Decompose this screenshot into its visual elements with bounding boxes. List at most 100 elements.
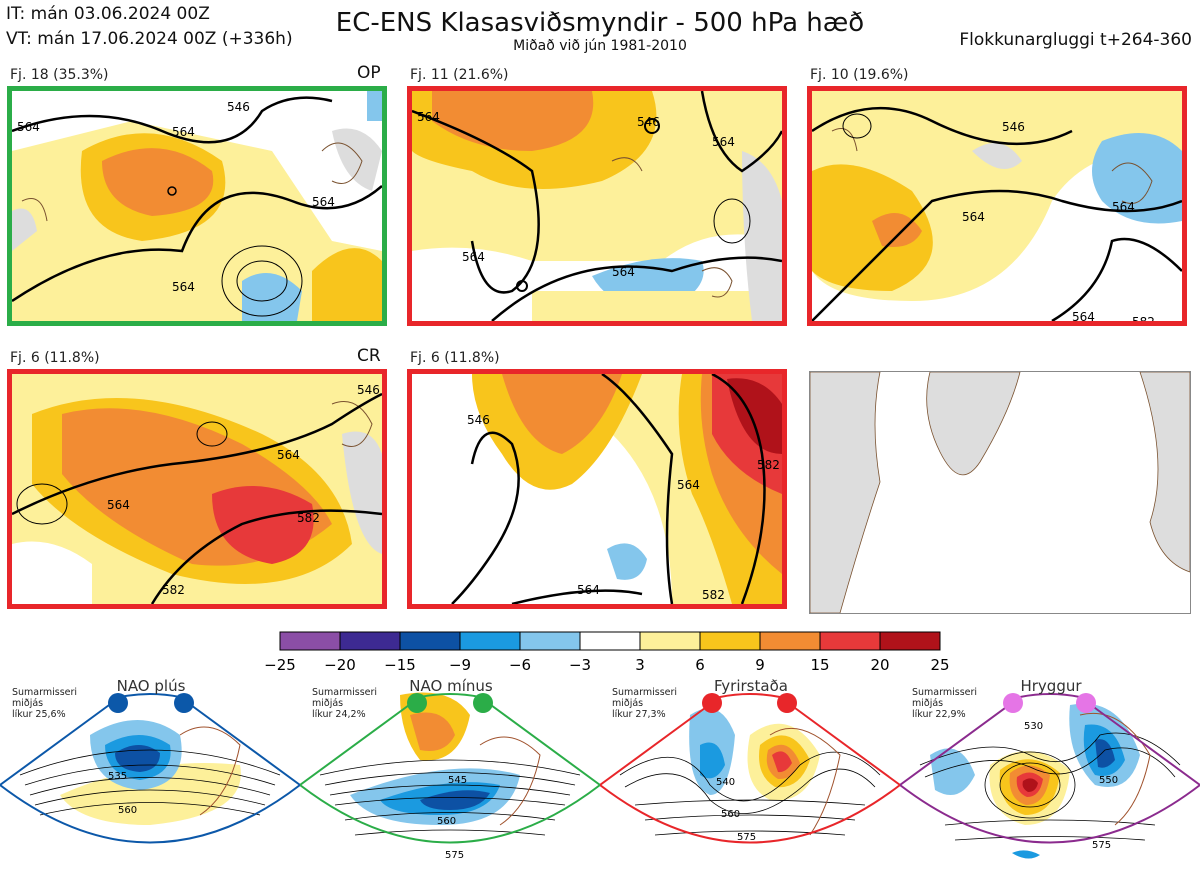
colorbar-ticks: −25 −20 −15 −9 −6 −3 3 6 9 15 20 25 bbox=[264, 656, 949, 674]
contour-label: 560 bbox=[118, 805, 137, 816]
colorbar-swatch bbox=[519, 631, 581, 651]
contour-labels: 546 564 564 564 564 582 bbox=[17, 100, 365, 321]
regime-nao-minus[interactable]: 545 560 575 NAO mínus Sumarmisseri miðjá… bbox=[300, 675, 602, 871]
regime-note-line: Sumarmisseri bbox=[12, 687, 78, 698]
contour-label: 564 bbox=[107, 498, 130, 512]
contour-label: 546 bbox=[357, 383, 380, 397]
contour-label: 564 bbox=[172, 280, 195, 294]
regime-note: Sumarmisseri miðjás líkur 24,2% bbox=[312, 687, 377, 720]
contour-label: 582 bbox=[162, 583, 185, 597]
contour-label: 564 bbox=[462, 250, 485, 264]
colorbar-swatch bbox=[579, 631, 641, 651]
contour-label: 582 bbox=[342, 320, 365, 321]
regime-note-line: miðjás bbox=[912, 698, 944, 709]
anomaly-shading bbox=[12, 91, 382, 321]
colorbar-tick: 3 bbox=[635, 656, 645, 674]
contour-label: 564 bbox=[417, 110, 440, 124]
coastline bbox=[611, 157, 733, 298]
colorbar-swatch bbox=[279, 631, 341, 651]
page-title: EC-ENS Klasasviðsmyndir - 500 hPa hæð bbox=[335, 8, 865, 38]
cluster-1-label: Fj. 18 (35.3%) bbox=[10, 67, 109, 83]
colorbar-swatch bbox=[399, 631, 461, 651]
regime-marker-dot bbox=[1076, 693, 1096, 713]
base-map-panel bbox=[809, 371, 1191, 614]
regime-note-line: líkur 24,2% bbox=[312, 709, 366, 720]
cluster-3-map[interactable]: 546 564 564 564 582 bbox=[807, 86, 1187, 326]
contour-label: 530 bbox=[1024, 721, 1043, 732]
regime-title: Fyrirstaða bbox=[714, 677, 788, 695]
contour-label: 546 bbox=[637, 115, 660, 129]
colorbar-tick: 6 bbox=[695, 656, 705, 674]
contour-labels: 546 564 564 582 582 bbox=[107, 383, 380, 597]
regime-note-line: líkur 22,9% bbox=[912, 709, 966, 720]
contour-label: 545 bbox=[448, 775, 467, 786]
colorbar-swatch bbox=[699, 631, 761, 651]
regime-title: Hryggur bbox=[1020, 677, 1082, 695]
regime-marker-dot bbox=[1003, 693, 1023, 713]
colorbar-tick: 25 bbox=[930, 656, 949, 674]
contour-labels: 546 564 564 564 582 bbox=[962, 120, 1155, 321]
contour-label: 546 bbox=[467, 413, 490, 427]
regime-title: NAO plús bbox=[116, 677, 186, 695]
contour-label: 546 bbox=[1002, 120, 1025, 134]
cluster-2-map[interactable]: 546 564 564 564 564 bbox=[407, 86, 787, 326]
anomaly-shading bbox=[812, 91, 1182, 301]
coastline bbox=[831, 128, 1153, 204]
contour-label: 564 bbox=[712, 135, 735, 149]
regime-note-line: miðjás bbox=[12, 698, 44, 709]
regime-marker-dot bbox=[702, 693, 722, 713]
contour-label: 560 bbox=[721, 809, 740, 820]
colorbar-swatch bbox=[759, 631, 821, 651]
colorbar-tick: −25 bbox=[264, 656, 296, 674]
cluster-4-tag: CR bbox=[357, 346, 381, 366]
colorbar-tick: −3 bbox=[569, 656, 591, 674]
colorbar-tick: 15 bbox=[810, 656, 829, 674]
clustering-window: Flokkunargluggi t+264-360 bbox=[959, 30, 1192, 50]
cluster-1-map[interactable]: 546 564 564 564 564 582 bbox=[7, 86, 387, 326]
contour-label: 564 bbox=[677, 478, 700, 492]
height-contours bbox=[12, 392, 382, 604]
coastline bbox=[21, 142, 363, 222]
contour-label: 550 bbox=[1099, 775, 1118, 786]
regime-ridge[interactable]: 530 550 575 Hryggur Sumarmisseri miðjás … bbox=[900, 675, 1200, 871]
colorbar-swatch bbox=[639, 631, 701, 651]
cluster-5-map[interactable]: 546 564 582 564 582 bbox=[407, 369, 787, 609]
regime-nao-plus[interactable]: 535 560 NAO plús Sumarmisseri miðjás lík… bbox=[0, 675, 302, 871]
contour-label: 564 bbox=[577, 583, 600, 597]
colorbar-swatch bbox=[459, 631, 521, 651]
colorbar-swatches bbox=[279, 631, 941, 651]
regime-note-line: líkur 25,6% bbox=[12, 709, 66, 720]
cluster-4-map[interactable]: 546 564 564 582 582 bbox=[7, 369, 387, 609]
regime-note-line: líkur 27,3% bbox=[612, 709, 666, 720]
contour-label: 546 bbox=[227, 100, 250, 114]
contour-label: 540 bbox=[716, 777, 735, 788]
regime-note: Sumarmisseri miðjás líkur 25,6% bbox=[12, 687, 77, 720]
contour-label: 564 bbox=[1072, 310, 1095, 321]
cluster-5-label: Fj. 6 (11.8%) bbox=[410, 350, 500, 366]
contour-label: 564 bbox=[312, 195, 335, 209]
regime-note-line: miðjás bbox=[312, 698, 344, 709]
coastline bbox=[331, 401, 373, 447]
colorbar-swatch bbox=[819, 631, 881, 651]
contour-label: 560 bbox=[437, 816, 456, 827]
contour-label: 564 bbox=[962, 210, 985, 224]
regime-note: Sumarmisseri miðjás líkur 27,3% bbox=[612, 687, 677, 720]
regime-title: NAO mínus bbox=[409, 677, 493, 695]
regime-note-line: Sumarmisseri bbox=[312, 687, 378, 698]
contour-label: 535 bbox=[108, 771, 127, 782]
contour-label: 582 bbox=[702, 588, 725, 602]
height-contours bbox=[812, 106, 1182, 321]
cluster-1-tag: OP bbox=[357, 63, 381, 83]
colorbar-swatch bbox=[879, 631, 941, 651]
regime-note-line: Sumarmisseri bbox=[912, 687, 978, 698]
contour-label: 564 bbox=[1112, 200, 1135, 214]
contour-label: 564 bbox=[612, 265, 635, 279]
anomaly-shading bbox=[412, 91, 782, 321]
regime-blocking[interactable]: 540 560 575 Fyrirstaða Sumarmisseri miðj… bbox=[600, 675, 902, 871]
contour-label: 575 bbox=[445, 850, 464, 861]
contour-label: 582 bbox=[297, 511, 320, 525]
height-contours bbox=[451, 374, 766, 604]
valid-time: VT: mán 17.06.2024 00Z (+336h) bbox=[6, 29, 293, 49]
regime-note-line: Sumarmisseri bbox=[612, 687, 678, 698]
cluster-2-label: Fj. 11 (21.6%) bbox=[410, 67, 509, 83]
